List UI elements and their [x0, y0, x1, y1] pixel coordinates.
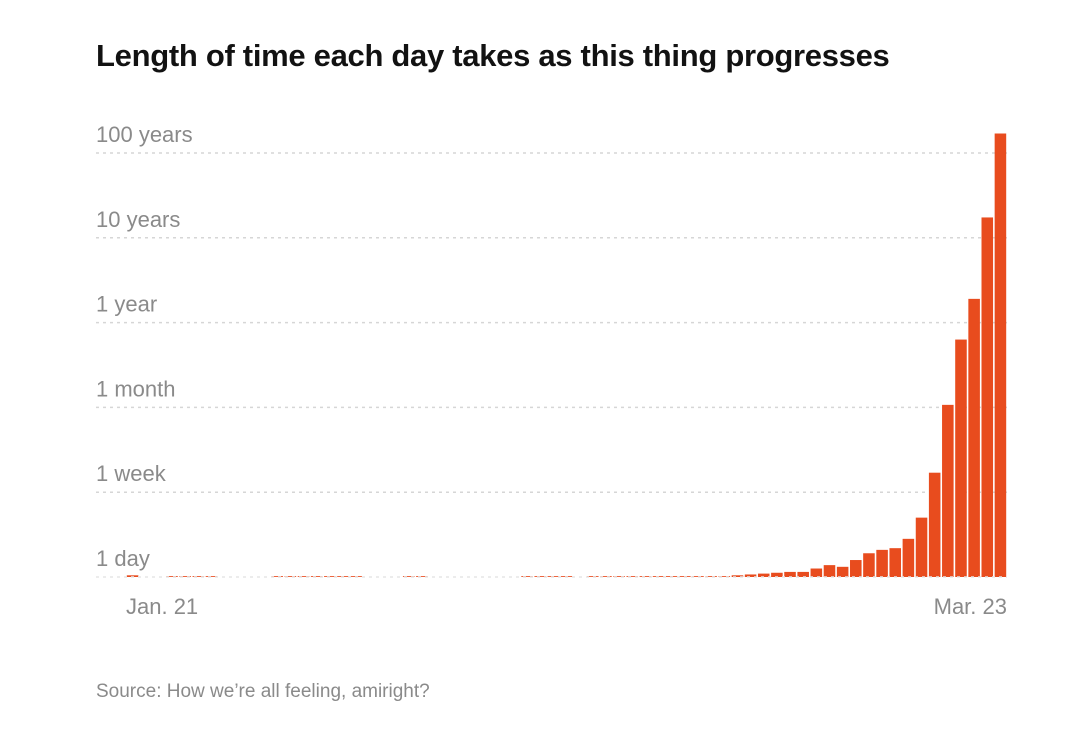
- bar: [915, 517, 928, 577]
- chart-title: Length of time each day takes as this th…: [96, 38, 890, 73]
- bar: [705, 576, 717, 577]
- bar: [744, 574, 757, 577]
- y-tick-label: 1 month: [96, 376, 176, 401]
- bar: [810, 568, 823, 577]
- bar: [850, 560, 862, 577]
- gridlines: [96, 152, 1007, 493]
- source-note: Source: How we’re all feeling, amiright?: [96, 681, 430, 702]
- y-tick-label: 1 year: [96, 292, 157, 317]
- bar: [823, 565, 836, 577]
- bar: [771, 572, 783, 577]
- bar: [126, 575, 139, 577]
- bar: [942, 404, 954, 577]
- bar: [310, 576, 323, 577]
- bar: [587, 576, 599, 577]
- bar: [534, 576, 546, 577]
- bar: [416, 576, 428, 577]
- bar: [639, 576, 652, 577]
- bar: [284, 576, 297, 577]
- bar: [784, 571, 796, 577]
- bar: [928, 472, 941, 577]
- bar: [889, 548, 902, 577]
- x-label-end: Mar. 23: [934, 594, 1007, 619]
- bar: [166, 576, 178, 577]
- bar: [692, 576, 704, 577]
- bars: [126, 133, 1007, 577]
- bar: [981, 217, 994, 577]
- bar: [297, 576, 310, 577]
- bar: [600, 576, 612, 577]
- bar: [402, 576, 415, 577]
- bar: [757, 573, 770, 577]
- y-axis-tick-labels: 1 day 1 week 1 month 1 year 10 years 100 year…: [96, 122, 193, 571]
- bar: [968, 298, 980, 577]
- bar: [955, 339, 967, 577]
- bar: [902, 538, 915, 577]
- bar: [876, 549, 888, 577]
- x-label-start: Jan. 21: [126, 594, 198, 619]
- y-tick-label: 1 day: [96, 546, 150, 571]
- bar: [205, 576, 218, 577]
- bar: [271, 576, 283, 577]
- bar: [994, 133, 1007, 577]
- y-tick-label: 10 years: [96, 207, 180, 232]
- bar: [626, 576, 639, 577]
- y-tick-label: 100 years: [96, 122, 193, 147]
- bar: [731, 575, 744, 577]
- bar: [797, 571, 809, 577]
- bar: [613, 576, 625, 577]
- bar: [836, 566, 849, 577]
- bar: [718, 576, 731, 577]
- bar: [863, 553, 875, 577]
- bar: [179, 576, 191, 577]
- bar: [192, 576, 205, 577]
- y-tick-label: 1 week: [96, 461, 167, 486]
- bar: [521, 576, 533, 577]
